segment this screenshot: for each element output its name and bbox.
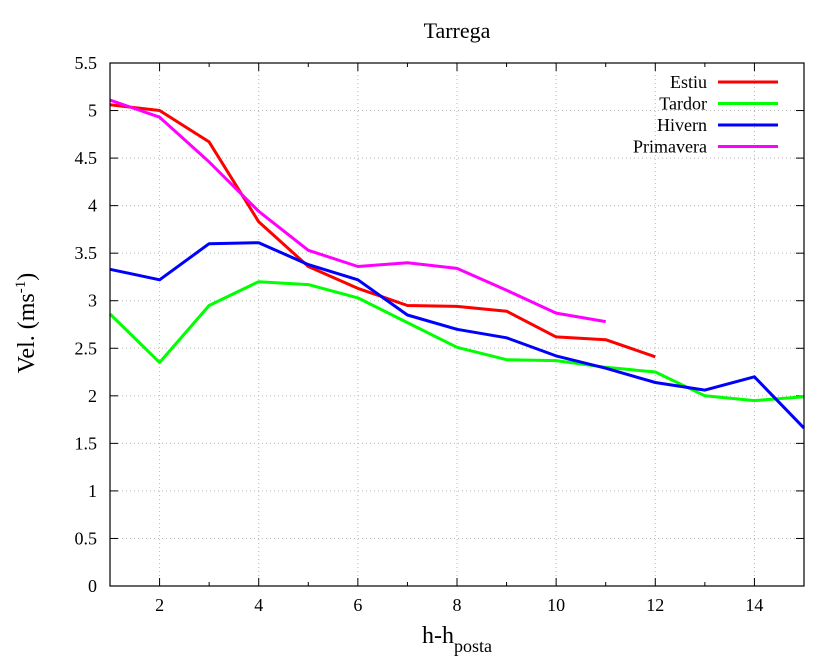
legend-label-estiu: Estiu [670,72,707,92]
series-line-estiu [109,103,656,359]
series-line-hivern [109,241,806,430]
y-tick-label: 3 [88,291,97,311]
x-tick-label: 14 [745,595,763,615]
y-tick-label: 3.5 [75,243,98,263]
legend-label-tardor: Tardor [659,94,707,114]
series-line-primavera [109,98,606,324]
y-tick-label: 4 [88,196,97,216]
x-axis-label-main: h-h [422,623,454,649]
x-tick-label: 10 [547,595,565,615]
x-tick-label: 6 [353,595,362,615]
y-tick-label: 1.5 [75,433,98,453]
y-tick-label: 4.5 [75,148,98,168]
x-tick-label: 8 [453,595,462,615]
x-tick-label: 12 [646,595,664,615]
x-tick-label: 4 [254,595,263,615]
y-tick-label: 5 [88,101,97,121]
y-tick-label: 2 [88,386,97,406]
x-axis-label: h-hposta [422,623,492,656]
y-axis-label-close: ) [14,273,40,281]
plot-frame [109,62,805,587]
y-tick-label: 0 [88,576,97,596]
y-axis-label: Vel. (ms-1) [13,273,40,374]
x-tick-labels: 2 4 6 8 10 12 14 [155,595,763,615]
y-tick-label: 2.5 [75,338,98,358]
y-tick-label: 0.5 [75,528,98,548]
x-tick-label: 2 [155,595,164,615]
y-axis-label-superscript: -1 [13,281,29,294]
data-series [108,98,806,430]
y-axis-label-main: Vel. (ms [14,293,40,373]
y-tick-label: 5.5 [75,53,98,73]
y-tick-label: 1 [88,481,97,501]
legend-label-hivern: Hivern [657,115,707,135]
legend-label-primavera: Primavera [633,137,707,157]
x-axis-label-subscript: posta [454,636,492,656]
chart-title: Tarrega [424,18,491,43]
y-tick-labels: 0 0.5 1 1.5 2 2.5 3 3.5 4 4.5 5 5.5 [75,53,98,596]
